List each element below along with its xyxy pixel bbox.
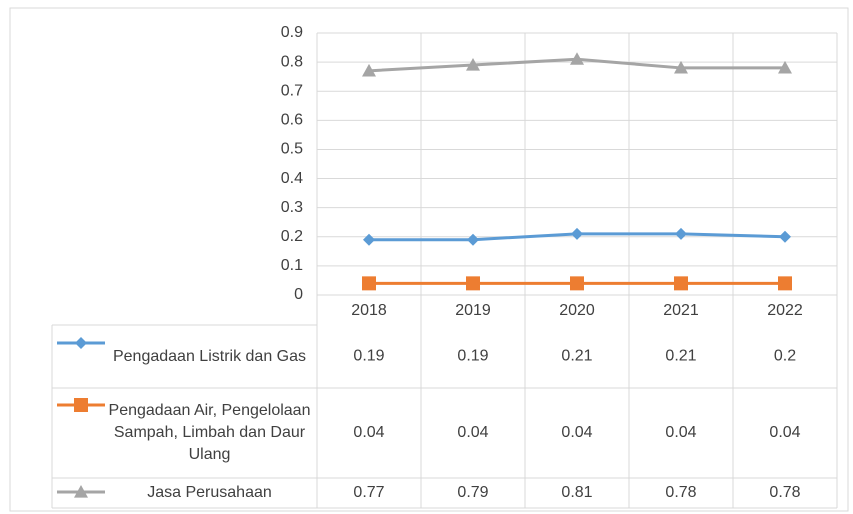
table-value: 0.19 bbox=[353, 348, 384, 365]
marker bbox=[74, 485, 88, 498]
table-value: 0.78 bbox=[665, 484, 696, 501]
marker bbox=[74, 398, 88, 412]
x-tick-label: 2021 bbox=[663, 302, 699, 319]
table-value: 0.04 bbox=[353, 424, 384, 441]
table-value: 0.04 bbox=[665, 424, 696, 441]
marker bbox=[467, 233, 479, 246]
table-value: 0.04 bbox=[561, 424, 592, 441]
table-value: 0.79 bbox=[457, 484, 488, 501]
frame bbox=[9, 7, 849, 512]
marker bbox=[674, 276, 688, 291]
table-value: 0.21 bbox=[665, 348, 696, 365]
marker bbox=[675, 227, 687, 240]
marker bbox=[570, 276, 584, 291]
y-tick-label: 0.7 bbox=[281, 82, 303, 99]
x-tick-label: 2022 bbox=[767, 302, 803, 319]
y-tick-label: 0.3 bbox=[281, 199, 303, 216]
marker bbox=[778, 60, 792, 74]
marker bbox=[778, 276, 792, 291]
x-tick-label: 2019 bbox=[455, 302, 491, 319]
table-value: 0.04 bbox=[769, 424, 800, 441]
marker bbox=[779, 230, 791, 243]
y-tick-label: 0.1 bbox=[281, 257, 303, 274]
table-value: 0.21 bbox=[561, 348, 592, 365]
marker bbox=[571, 227, 583, 240]
y-tick-label: 0 bbox=[294, 286, 303, 303]
table-value: 0.04 bbox=[457, 424, 488, 441]
table-value: 0.2 bbox=[774, 348, 796, 365]
marker bbox=[466, 58, 480, 71]
marker bbox=[674, 60, 688, 74]
y-tick-label: 0.2 bbox=[281, 228, 303, 245]
marker bbox=[466, 276, 480, 291]
legend-label: Pengadaan Listrik dan Gas bbox=[112, 347, 306, 365]
y-tick-label: 0.8 bbox=[281, 53, 303, 70]
table-value: 0.78 bbox=[769, 484, 800, 501]
y-tick-label: 0.9 bbox=[281, 24, 303, 41]
table-value: 0.19 bbox=[457, 348, 488, 365]
x-tick-label: 2020 bbox=[559, 302, 595, 319]
y-tick-label: 0.6 bbox=[281, 112, 303, 129]
marker bbox=[75, 337, 87, 349]
legend-label: Pengadaan Air, Pengelolaan Sampah, Limba… bbox=[108, 402, 311, 463]
marker bbox=[362, 276, 376, 291]
legend-label: Jasa Perusahaan bbox=[147, 484, 272, 501]
marker bbox=[362, 63, 376, 77]
y-tick-label: 0.5 bbox=[281, 141, 303, 158]
y-tick-label: 0.4 bbox=[281, 170, 303, 187]
table-value: 0.77 bbox=[353, 484, 384, 501]
x-tick-label: 2018 bbox=[351, 302, 387, 319]
marker bbox=[570, 52, 584, 65]
marker bbox=[363, 233, 375, 246]
table-value: 0.81 bbox=[561, 484, 592, 501]
